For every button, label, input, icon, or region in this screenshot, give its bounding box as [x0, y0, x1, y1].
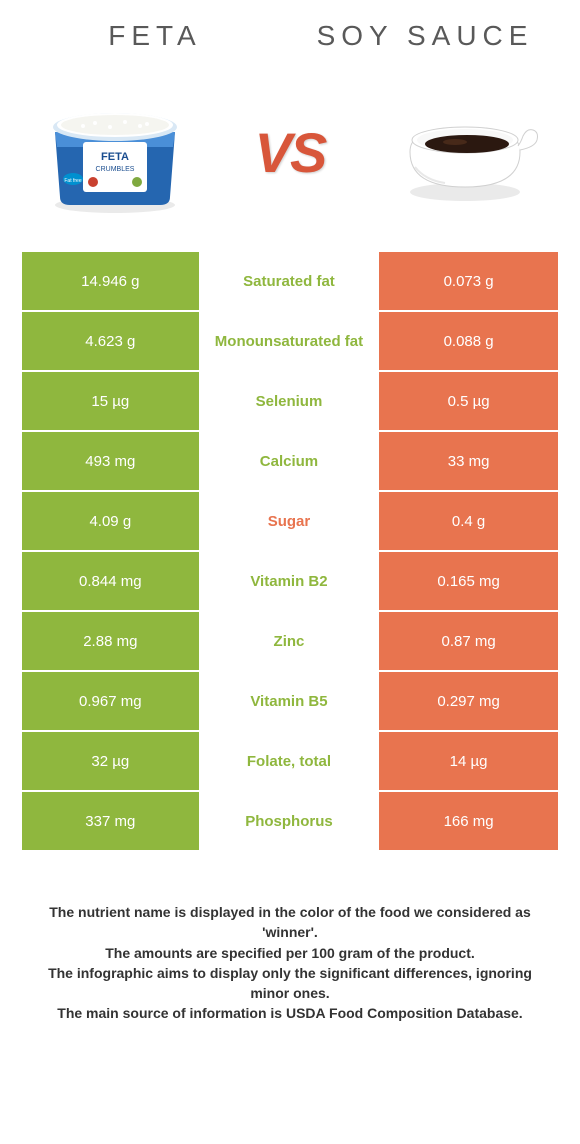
left-value-cell: 337 mg	[22, 792, 201, 852]
left-value-cell: 14.946 g	[22, 252, 201, 312]
right-food-title: SOY SAUCE	[290, 20, 560, 52]
right-value-cell: 14 µg	[379, 732, 558, 792]
nutrient-name-cell: Selenium	[201, 372, 380, 432]
table-row: 0.967 mgVitamin B50.297 mg	[22, 672, 558, 732]
right-value-cell: 0.073 g	[379, 252, 558, 312]
table-row: 2.88 mgZinc0.87 mg	[22, 612, 558, 672]
left-value-cell: 32 µg	[22, 732, 201, 792]
table-row: 15 µgSelenium0.5 µg	[22, 372, 558, 432]
right-value-cell: 33 mg	[379, 432, 558, 492]
comparison-table: 14.946 gSaturated fat0.073 g4.623 gMonou…	[22, 252, 558, 852]
images-row: FETA CRUMBLES Fat free VS	[0, 62, 580, 252]
nutrient-name-cell: Vitamin B2	[201, 552, 380, 612]
left-value-cell: 0.844 mg	[22, 552, 201, 612]
right-value-cell: 0.088 g	[379, 312, 558, 372]
footer-notes: The nutrient name is displayed in the co…	[0, 852, 580, 1044]
left-value-cell: 4.09 g	[22, 492, 201, 552]
left-value-cell: 0.967 mg	[22, 672, 201, 732]
table-row: 32 µgFolate, total14 µg	[22, 732, 558, 792]
left-food-title: FETA	[20, 20, 290, 52]
table-row: 4.623 gMonounsaturated fat0.088 g	[22, 312, 558, 372]
nutrient-name-cell: Zinc	[201, 612, 380, 672]
soy-sauce-image	[380, 77, 550, 227]
left-value-cell: 4.623 g	[22, 312, 201, 372]
infographic-container: FETA SOY SAUCE FETA CRUMBLES Fat free	[0, 0, 580, 1044]
svg-text:Fat free: Fat free	[64, 178, 81, 184]
table-row: 337 mgPhosphorus166 mg	[22, 792, 558, 852]
nutrient-name-cell: Sugar	[201, 492, 380, 552]
table-row: 4.09 gSugar0.4 g	[22, 492, 558, 552]
left-value-cell: 493 mg	[22, 432, 201, 492]
vs-label: VS	[255, 120, 326, 185]
right-value-cell: 0.297 mg	[379, 672, 558, 732]
table-row: 493 mgCalcium33 mg	[22, 432, 558, 492]
right-value-cell: 0.5 µg	[379, 372, 558, 432]
footer-line-2: The amounts are specified per 100 gram o…	[36, 943, 544, 963]
left-value-cell: 15 µg	[22, 372, 201, 432]
svg-text:FETA: FETA	[101, 151, 129, 163]
table-row: 14.946 gSaturated fat0.073 g	[22, 252, 558, 312]
nutrient-name-cell: Monounsaturated fat	[201, 312, 380, 372]
right-value-cell: 166 mg	[379, 792, 558, 852]
right-value-cell: 0.87 mg	[379, 612, 558, 672]
feta-image: FETA CRUMBLES Fat free	[30, 77, 200, 227]
nutrient-name-cell: Vitamin B5	[201, 672, 380, 732]
nutrient-name-cell: Phosphorus	[201, 792, 380, 852]
svg-text:CRUMBLES: CRUMBLES	[96, 166, 135, 173]
nutrient-name-cell: Calcium	[201, 432, 380, 492]
right-value-cell: 0.165 mg	[379, 552, 558, 612]
footer-line-1: The nutrient name is displayed in the co…	[36, 902, 544, 943]
right-value-cell: 0.4 g	[379, 492, 558, 552]
header-row: FETA SOY SAUCE	[0, 0, 580, 62]
nutrient-name-cell: Folate, total	[201, 732, 380, 792]
footer-line-4: The main source of information is USDA F…	[36, 1003, 544, 1023]
nutrient-name-cell: Saturated fat	[201, 252, 380, 312]
left-value-cell: 2.88 mg	[22, 612, 201, 672]
table-row: 0.844 mgVitamin B20.165 mg	[22, 552, 558, 612]
footer-line-3: The infographic aims to display only the…	[36, 963, 544, 1004]
